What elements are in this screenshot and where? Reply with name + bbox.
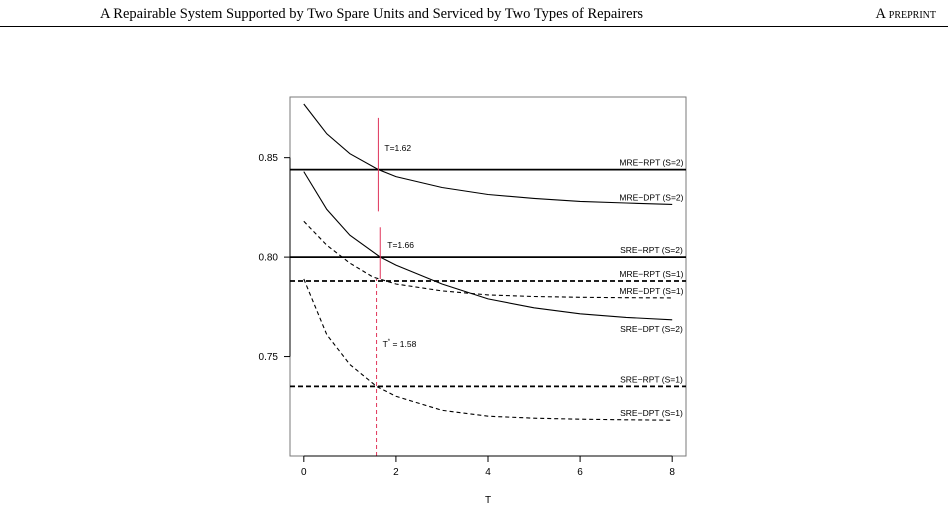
series-label-layer: MRE−RPT (S=2) MRE−DPT (S=2) SRE−RPT (S=2) S… <box>619 158 683 419</box>
annotation-layer: T=1.62 T=1.66 T* = 1.58 <box>376 117 417 456</box>
x-tick-label: 8 <box>669 467 675 478</box>
series-line-mre-dpt-s-1 <box>303 220 673 299</box>
annotation-label-tstar: T* = 1.58 <box>383 339 417 349</box>
series-label-sre-dpt-s-1: SRE−DPT (S=1) <box>620 408 683 418</box>
annotation-label-t166: T=1.66 <box>387 240 414 250</box>
x-tick-label: 6 <box>577 467 583 478</box>
annotation-tstar-sup: * <box>388 339 391 345</box>
series-label-sre-rpt-s-1: SRE−RPT (S=1) <box>620 374 683 384</box>
x-axis-label: T <box>485 495 491 506</box>
y-tick-label: 0.80 <box>259 253 279 264</box>
axis-layer: 0 2 4 6 8 0.75 0.80 0.85 <box>259 153 676 478</box>
x-tick-label: 0 <box>301 467 307 478</box>
series-layer <box>290 103 686 421</box>
series-line-sre-dpt-s-2 <box>303 171 673 321</box>
y-tick-label: 0.85 <box>259 153 279 164</box>
x-tick-label: 4 <box>485 467 491 478</box>
paper-title: A Repairable System Supported by Two Spa… <box>100 6 644 22</box>
series-label-mre-rpt-s-2: MRE−RPT (S=2) <box>619 158 683 168</box>
series-label-mre-rpt-s-1: MRE−RPT (S=1) <box>619 269 683 279</box>
page-header: A Repairable System Supported by Two Spa… <box>0 0 948 27</box>
series-label-mre-dpt-s-2: MRE−DPT (S=2) <box>619 192 683 202</box>
preprint-label: A preprint <box>875 6 936 22</box>
series-line-sre-dpt-s-1 <box>303 278 673 421</box>
series-line-mre-dpt-s-2 <box>303 103 673 205</box>
annotation-tstar-main: T <box>383 339 388 349</box>
y-tick-label: 0.75 <box>259 352 279 363</box>
annotation-label-t162: T=1.62 <box>384 143 411 153</box>
series-label-sre-dpt-s-2: SRE−DPT (S=2) <box>620 324 683 334</box>
annotation-tstar-rest: = 1.58 <box>390 339 417 349</box>
series-label-sre-rpt-s-2: SRE−RPT (S=2) <box>620 245 683 255</box>
series-label-mre-dpt-s-1: MRE−DPT (S=1) <box>619 286 683 296</box>
x-tick-label: 2 <box>393 467 399 478</box>
